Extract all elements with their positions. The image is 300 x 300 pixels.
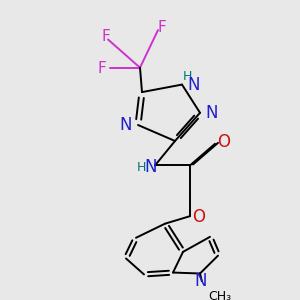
Text: N: N	[120, 116, 132, 134]
Text: CH₃: CH₃	[208, 290, 231, 300]
Text: N: N	[206, 104, 218, 122]
Text: N: N	[195, 272, 207, 290]
Text: H: H	[136, 161, 146, 174]
Text: N: N	[145, 158, 157, 176]
Text: O: O	[193, 208, 206, 226]
Text: N: N	[187, 76, 200, 94]
Text: F: F	[102, 29, 110, 44]
Text: H: H	[182, 70, 192, 83]
Text: F: F	[158, 20, 166, 35]
Text: O: O	[218, 133, 230, 151]
Text: F: F	[98, 61, 106, 76]
